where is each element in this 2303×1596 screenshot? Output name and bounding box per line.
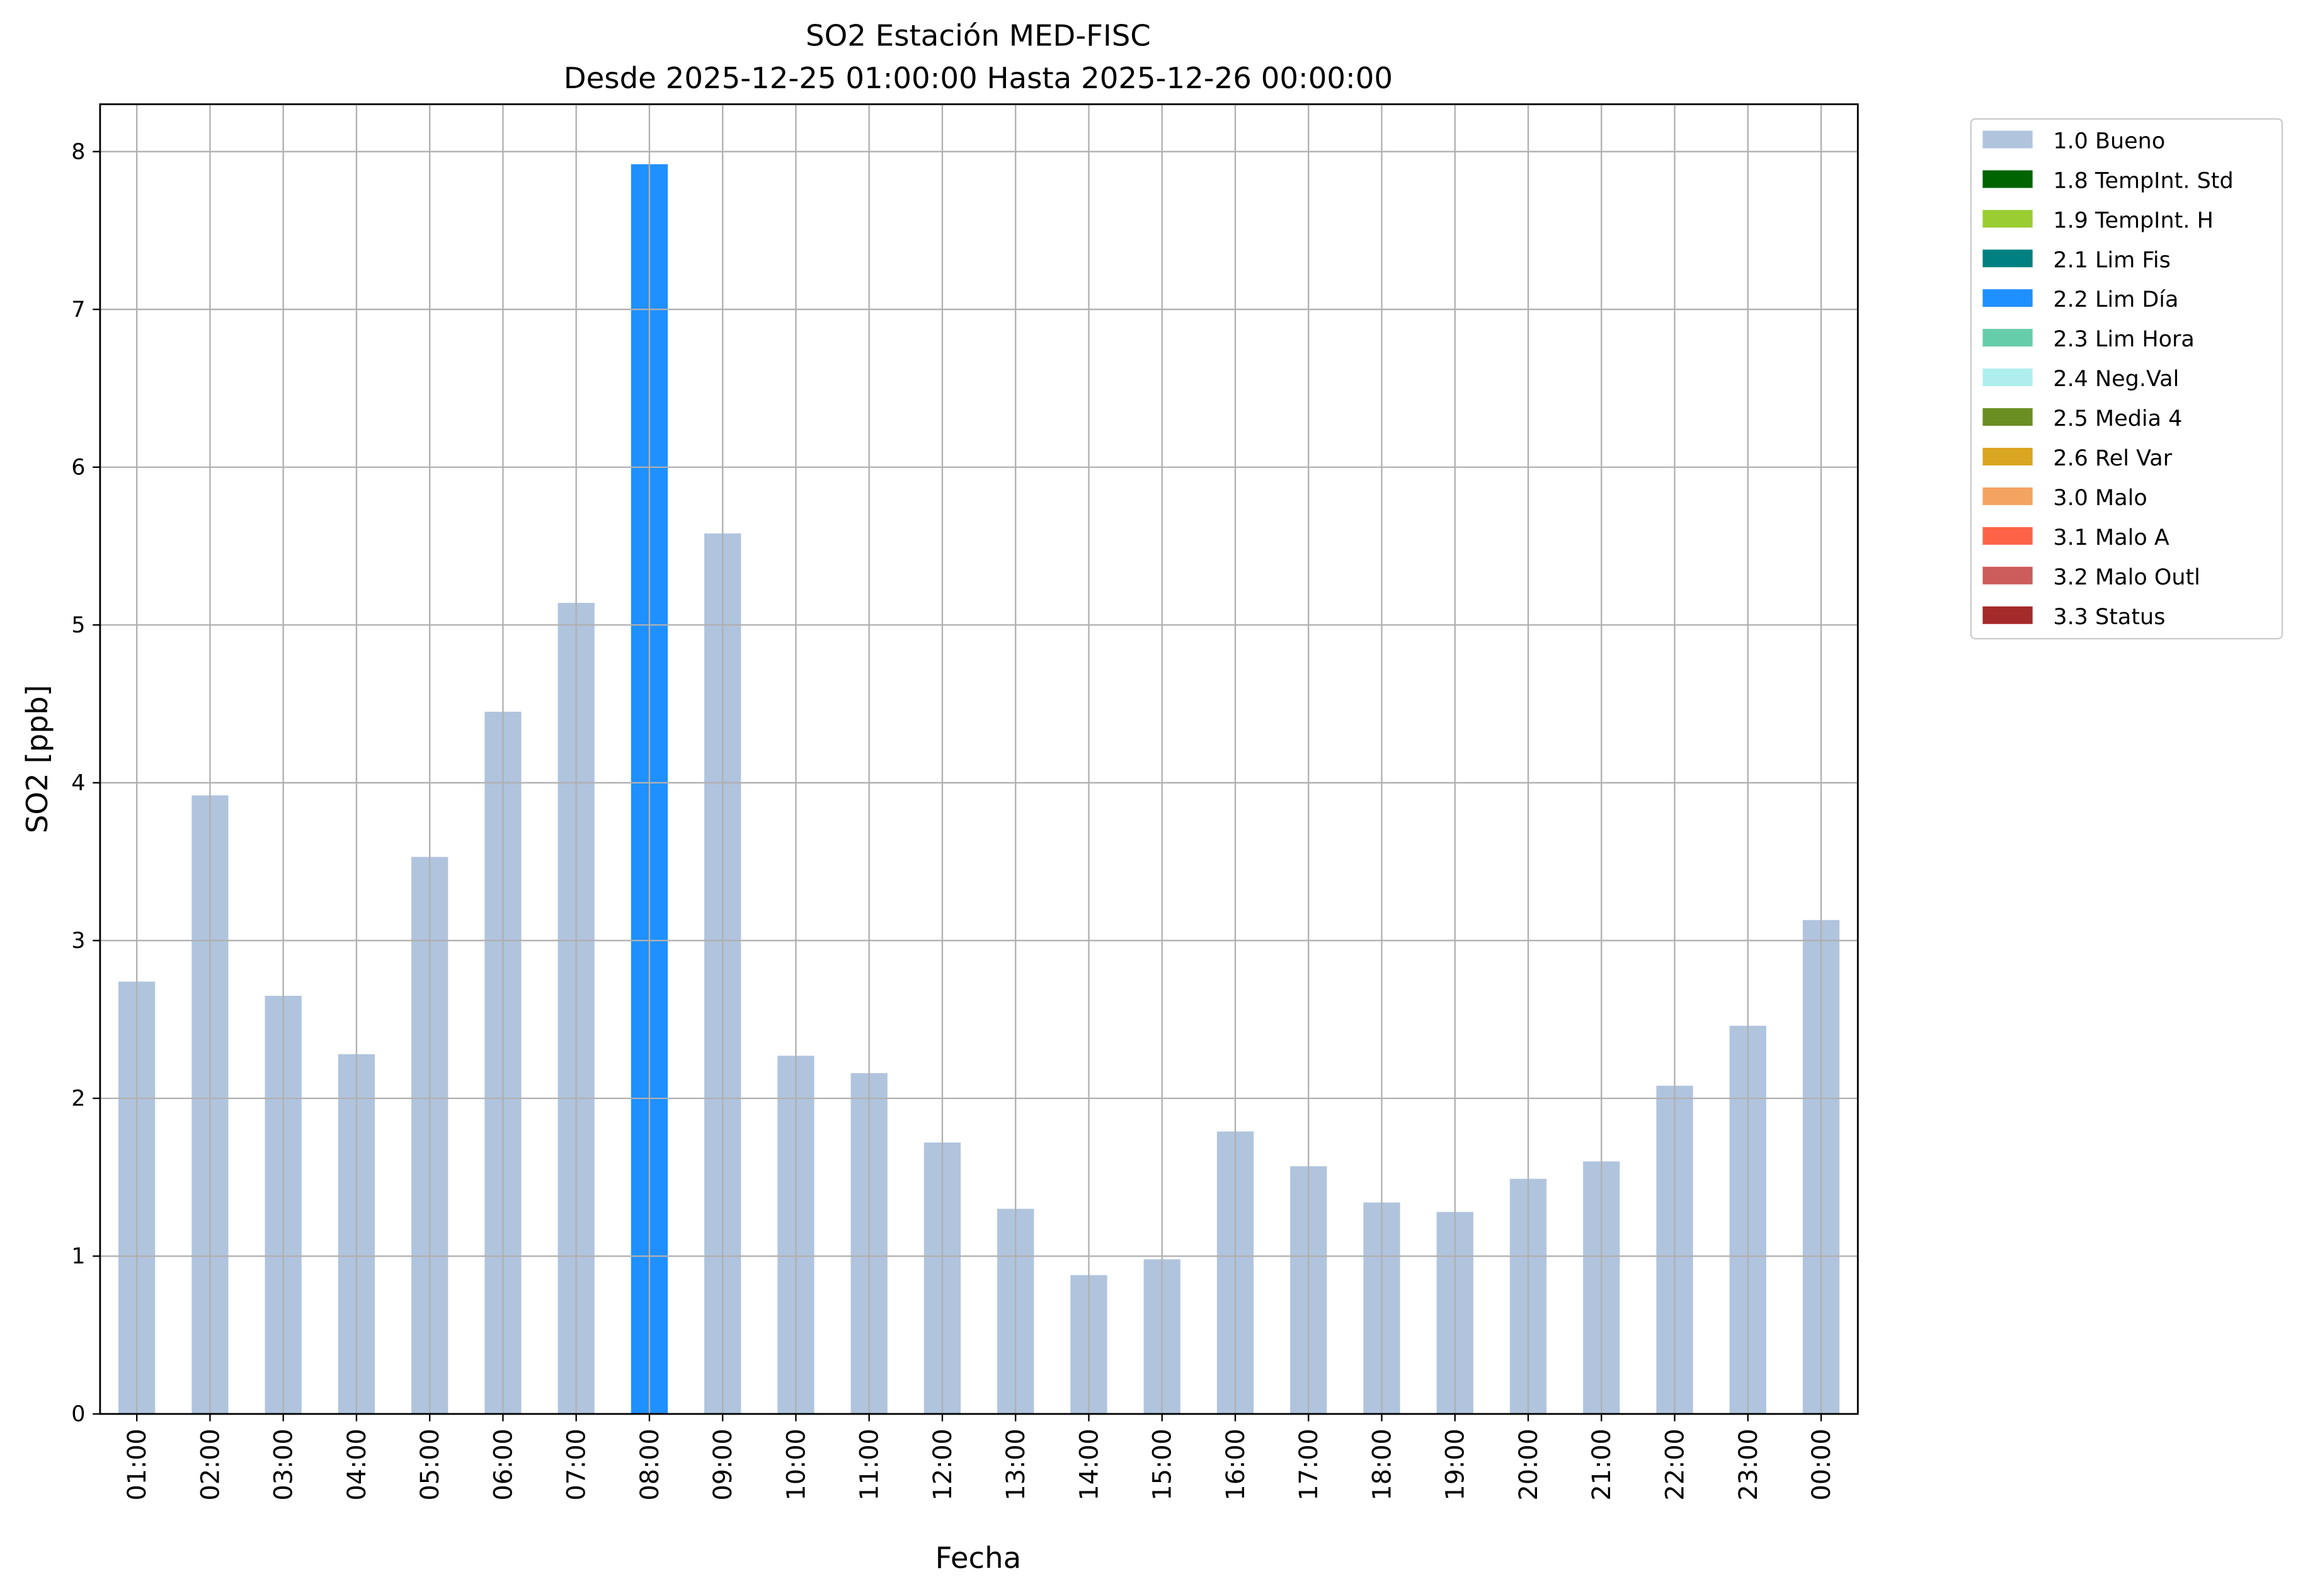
legend-label: 3.3 Status [2053, 605, 2165, 630]
x-tick-label: 01:00 [123, 1428, 152, 1500]
legend-swatch [1982, 487, 2033, 505]
y-tick-label: 1 [71, 1244, 85, 1269]
x-tick-label: 18:00 [1368, 1428, 1397, 1500]
legend-swatch [1982, 170, 2033, 188]
legend-swatch [1982, 527, 2033, 545]
legend-label: 3.1 Malo A [2053, 525, 2169, 550]
y-tick-label: 8 [71, 139, 85, 164]
x-tick-label: 23:00 [1734, 1428, 1763, 1500]
x-tick-label: 02:00 [196, 1428, 225, 1500]
x-tick-label: 10:00 [782, 1428, 811, 1500]
x-tick-label: 15:00 [1148, 1428, 1177, 1500]
legend-label: 2.1 Lim Fis [2053, 248, 2171, 273]
legend-label: 1.9 TempInt. H [2053, 208, 2214, 233]
x-tick-label: 00:00 [1807, 1428, 1836, 1500]
y-axis-label: SO2 [ppb] [20, 685, 54, 833]
y-tick-label: 5 [71, 613, 85, 638]
legend-label: 2.5 Media 4 [2053, 406, 2182, 431]
legend-swatch [1982, 329, 2033, 347]
x-tick-label: 09:00 [709, 1428, 738, 1500]
legend-swatch [1982, 130, 2033, 149]
x-tick-label: 07:00 [563, 1428, 591, 1500]
legend-swatch [1982, 606, 2033, 624]
x-tick-label: 05:00 [416, 1428, 445, 1500]
legend: 1.0 Bueno 1.8 TempInt. Std 1.9 TempInt. H 2… [1970, 118, 2283, 640]
y-tick-label: 4 [71, 770, 85, 795]
legend-swatch [1982, 408, 2033, 426]
y-tick-label: 6 [71, 455, 85, 480]
x-tick-label: 04:00 [343, 1428, 372, 1500]
legend-swatch [1982, 289, 2033, 307]
legend-swatch [1982, 448, 2033, 465]
x-tick-label: 03:00 [270, 1428, 299, 1500]
legend-label: 2.3 Lim Hora [2053, 327, 2195, 352]
x-tick-label: 11:00 [855, 1428, 884, 1500]
y-tick-label: 0 [71, 1402, 85, 1427]
legend-swatch [1982, 566, 2033, 584]
legend-label: 3.2 Malo Outl [2053, 565, 2200, 590]
x-tick-label: 08:00 [636, 1428, 665, 1500]
chart-title: SO2 Estación MED-FISC [806, 18, 1151, 52]
legend-frame [1970, 118, 2283, 640]
chart-subtitle: Desde 2025-12-25 01:00:00 Hasta 2025-12-… [564, 61, 1393, 95]
x-tick-label: 22:00 [1660, 1428, 1689, 1500]
legend-swatch [1982, 210, 2033, 228]
x-tick-label: 19:00 [1441, 1428, 1470, 1500]
y-tick-label: 3 [71, 928, 85, 954]
legend-swatch [1982, 368, 2033, 387]
y-tick-label: 2 [71, 1086, 85, 1112]
x-axis-label: Fecha [935, 1541, 1022, 1575]
x-tick-label: 16:00 [1221, 1428, 1250, 1500]
legend-label: 1.8 TempInt. Std [2053, 168, 2233, 193]
x-tick-label: 14:00 [1075, 1428, 1104, 1500]
x-tick-label: 06:00 [489, 1428, 518, 1500]
x-tick-label: 21:00 [1587, 1428, 1616, 1500]
plot-frame [99, 103, 1859, 1415]
x-tick-label: 17:00 [1294, 1428, 1323, 1500]
legend-swatch [1982, 249, 2033, 268]
legend-label: 1.0 Bueno [2053, 128, 2165, 154]
x-tick-label: 20:00 [1514, 1428, 1543, 1500]
legend-label: 3.0 Malo [2053, 486, 2147, 511]
legend-label: 2.6 Rel Var [2053, 446, 2172, 471]
legend-label: 2.4 Neg.Val [2053, 367, 2179, 392]
y-tick-label: 7 [71, 297, 85, 322]
x-tick-label: 13:00 [1002, 1428, 1031, 1500]
x-tick-label: 12:00 [929, 1428, 957, 1500]
legend-label: 2.2 Lim Día [2053, 287, 2178, 312]
